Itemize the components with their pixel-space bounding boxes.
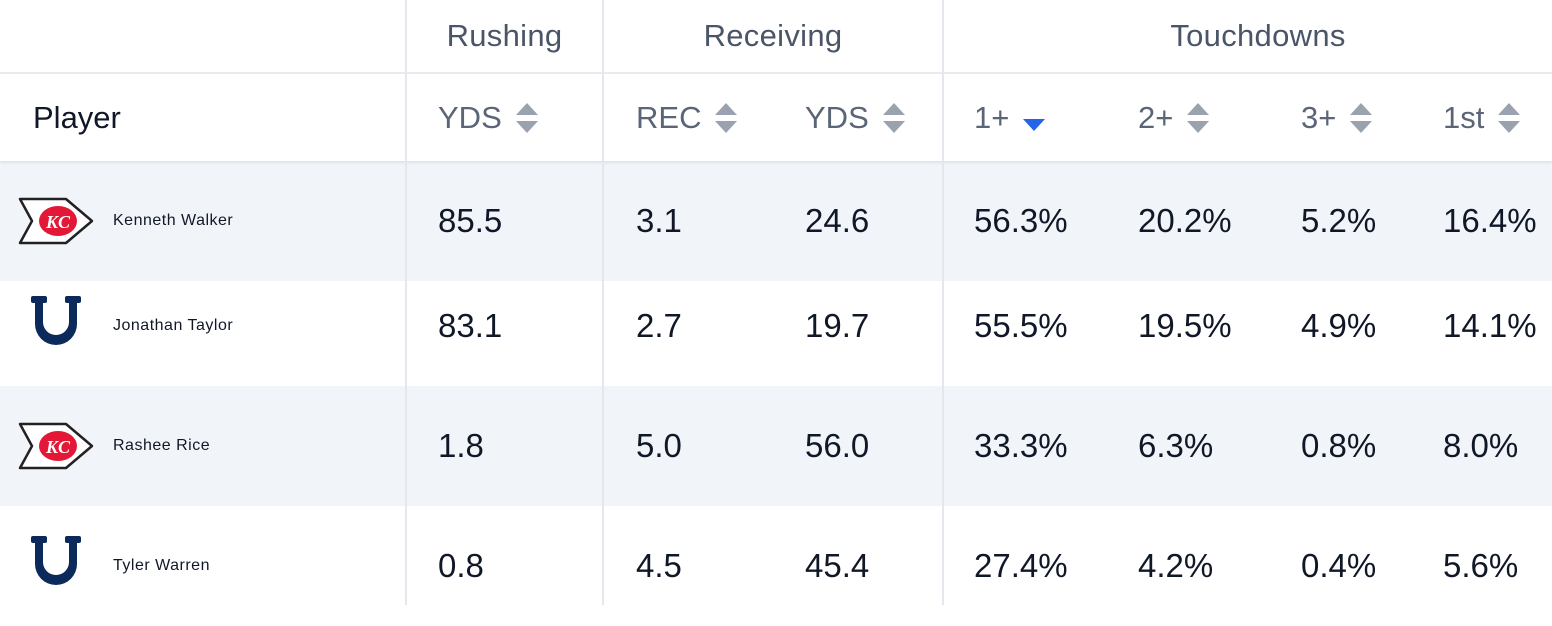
- td2-cell: 6.3%: [1138, 427, 1214, 464]
- column-header-rec-yds[interactable]: YDS: [805, 74, 905, 161]
- column-header-label: 1st: [1443, 99, 1485, 135]
- rec-yds-cell: 24.6: [805, 202, 870, 239]
- rush-yds-cell: 0.8: [438, 547, 484, 584]
- column-group-header: Rushing Receiving Touchdowns: [0, 0, 1552, 71]
- td3-cell: 4.9%: [1301, 307, 1377, 344]
- td1-cell: 56.3%: [974, 202, 1068, 239]
- rec-yds-cell: 19.7: [805, 307, 870, 344]
- column-header-label: 2+: [1138, 99, 1174, 135]
- player-name[interactable]: Kenneth Walker: [113, 212, 234, 229]
- column-divider: [405, 0, 407, 605]
- column-header-rush-yds[interactable]: YDS: [438, 74, 538, 161]
- rec-yds-cell: 45.4: [805, 547, 870, 584]
- player-name[interactable]: Rashee Rice: [113, 437, 211, 454]
- table-row[interactable]: Jonathan Taylor 83.1 2.7 19.7 55.5% 19.5…: [0, 266, 1552, 386]
- td-first-cell: 5.6%: [1443, 547, 1519, 584]
- td3-cell: 5.2%: [1301, 202, 1377, 239]
- column-header-td3[interactable]: 3+: [1301, 74, 1373, 161]
- td-first-cell: 14.1%: [1443, 307, 1537, 344]
- td3-cell: 0.8%: [1301, 427, 1377, 464]
- rush-yds-cell: 1.8: [438, 427, 484, 464]
- group-touchdowns: Touchdowns: [1170, 17, 1346, 53]
- table-row[interactable]: KC Kenneth Walker 85.5 3.1 24.6 56.3% 20…: [0, 161, 1552, 281]
- td2-cell: 20.2%: [1138, 202, 1232, 239]
- sort-icon[interactable]: [515, 101, 538, 135]
- td1-cell: 27.4%: [974, 547, 1068, 584]
- td1-cell: 33.3%: [974, 427, 1068, 464]
- column-header-row: Player YDS REC YDS 1+ 2+ 3+ 1st: [0, 72, 1552, 161]
- column-header-td1[interactable]: 1+: [974, 74, 1046, 161]
- rec-yds-cell: 56.0: [805, 427, 870, 464]
- sort-icon[interactable]: [1187, 101, 1210, 135]
- group-receiving: Receiving: [703, 17, 843, 53]
- column-header-label: 1+: [974, 99, 1010, 135]
- td-first-cell: 8.0%: [1443, 427, 1519, 464]
- column-header-player-label: Player: [33, 99, 121, 135]
- svg-text:KC: KC: [45, 437, 71, 457]
- rec-cell: 4.5: [636, 547, 682, 584]
- column-header-td2[interactable]: 2+: [1138, 74, 1210, 161]
- td-first-cell: 16.4%: [1443, 202, 1537, 239]
- rec-cell: 2.7: [636, 307, 682, 344]
- table-row[interactable]: KC Rashee Rice 1.8 5.0 56.0 33.3% 6.3% 0…: [0, 386, 1552, 506]
- td2-cell: 4.2%: [1138, 547, 1214, 584]
- column-header-player: Player: [33, 74, 121, 161]
- column-header-label: REC: [636, 99, 702, 135]
- colts-horseshoe-icon: [31, 536, 81, 585]
- td2-cell: 19.5%: [1138, 307, 1232, 344]
- sort-icon[interactable]: [882, 101, 905, 135]
- column-header-label: YDS: [805, 99, 869, 135]
- chiefs-logo-icon: KC: [18, 422, 94, 470]
- chiefs-logo-icon: KC: [18, 197, 94, 245]
- sort-icon[interactable]: [715, 101, 738, 135]
- column-header-td-first[interactable]: 1st: [1443, 74, 1521, 161]
- rush-yds-cell: 83.1: [438, 307, 503, 344]
- sort-icon[interactable]: [1350, 101, 1373, 135]
- player-name[interactable]: Tyler Warren: [113, 557, 210, 574]
- rec-cell: 3.1: [636, 202, 682, 239]
- rush-yds-cell: 85.5: [438, 202, 503, 239]
- group-rushing: Rushing: [446, 17, 563, 53]
- column-divider: [602, 0, 604, 605]
- td1-cell: 55.5%: [974, 307, 1068, 344]
- player-name[interactable]: Jonathan Taylor: [113, 317, 234, 334]
- sort-icon[interactable]: [1498, 101, 1521, 135]
- column-header-label: 3+: [1301, 99, 1337, 135]
- rec-cell: 5.0: [636, 427, 682, 464]
- svg-text:KC: KC: [45, 212, 71, 232]
- td3-cell: 0.4%: [1301, 547, 1377, 584]
- colts-horseshoe-icon: [31, 296, 81, 345]
- column-header-label: YDS: [438, 99, 502, 135]
- column-divider: [942, 0, 944, 605]
- column-header-rec[interactable]: REC: [636, 74, 738, 161]
- sort-descending-icon[interactable]: [1023, 101, 1046, 135]
- table-row[interactable]: Tyler Warren 0.8 4.5 45.4 27.4% 4.2% 0.4…: [0, 506, 1552, 605]
